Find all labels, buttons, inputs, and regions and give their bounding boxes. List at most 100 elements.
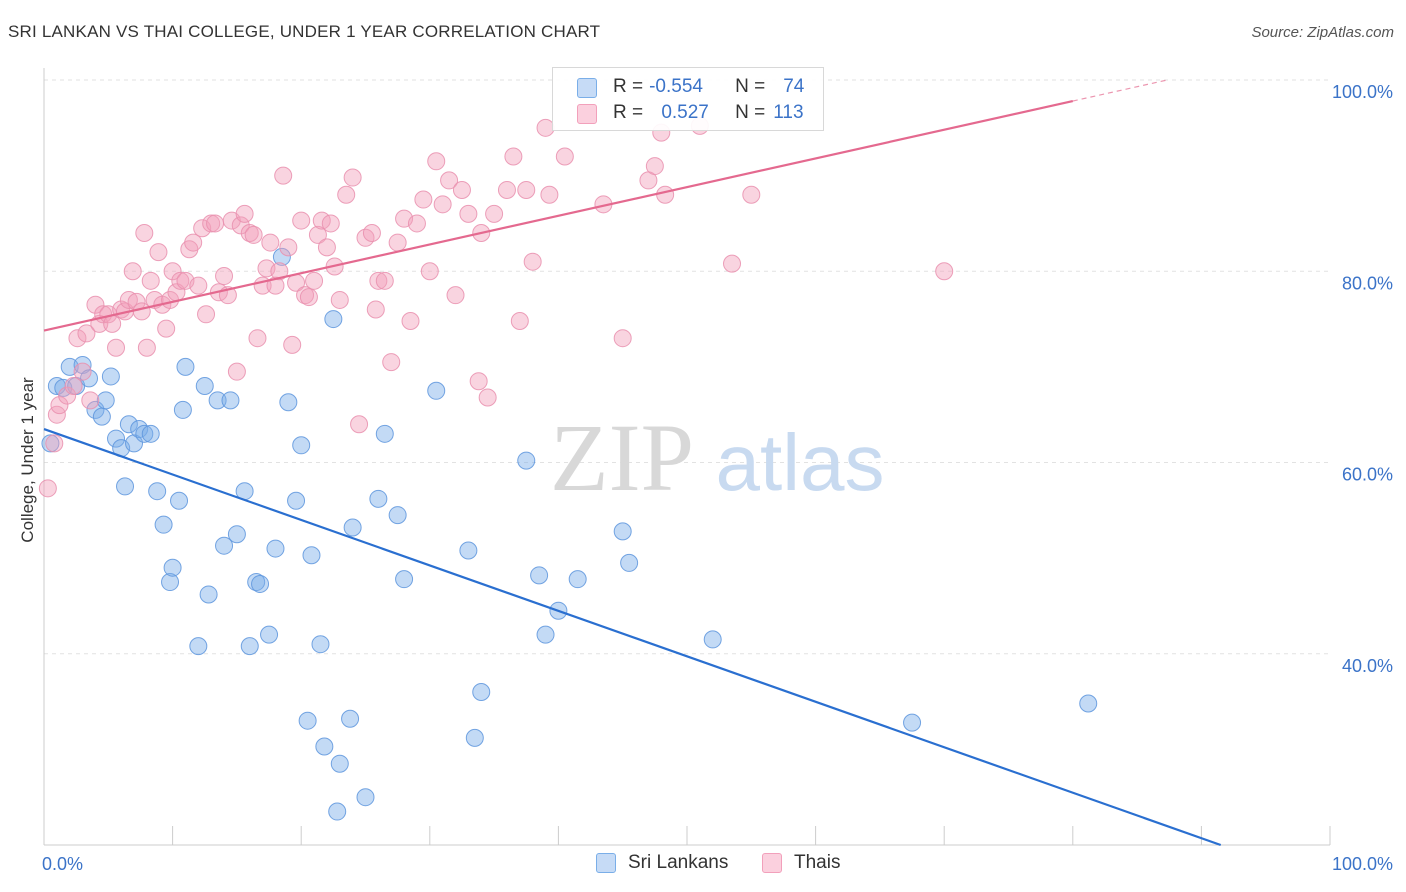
sri-lankans-point <box>517 451 536 470</box>
sri-lankans-point <box>148 482 167 501</box>
y-tick-label: 100.0% <box>1332 82 1393 102</box>
thais-point <box>504 147 523 166</box>
thais-point <box>248 329 267 348</box>
sri-lankans-point <box>141 424 160 443</box>
tick-labels: 40.0% 60.0% 80.0% 100.0% 0.0% 100.0% <box>42 82 1393 874</box>
thais-point <box>81 391 100 410</box>
thais-point <box>235 204 254 223</box>
sri-lankans-point <box>613 522 632 541</box>
thais-point <box>50 396 69 415</box>
sri-lankans-point <box>369 489 388 508</box>
thais-point <box>555 147 574 166</box>
sri-lankans-point <box>1079 694 1098 713</box>
thais-point <box>45 434 64 453</box>
sri-lankans-point <box>135 424 154 443</box>
sri-lankans-point <box>176 357 195 376</box>
thais-point <box>206 214 225 233</box>
thais-point <box>274 166 293 185</box>
thais-point <box>184 233 203 252</box>
x-tick-label: 100.0% <box>1332 854 1393 874</box>
thais-point <box>366 300 385 319</box>
thais-point <box>388 233 407 252</box>
x-tick-label: 0.0% <box>42 854 83 874</box>
thais-point <box>645 157 664 176</box>
sri-lankans-point <box>315 737 334 756</box>
thais-point <box>189 276 208 295</box>
thais-point <box>420 262 439 281</box>
thais-point <box>299 288 318 307</box>
thais-point <box>485 204 504 223</box>
sri-lankans-point <box>568 570 587 589</box>
thais-point <box>330 290 349 309</box>
sri-lankans-points <box>41 247 1098 821</box>
sri-lankans-point <box>302 546 321 565</box>
sri-lankans-point <box>427 381 446 400</box>
thais-point <box>171 271 190 290</box>
thais-point <box>350 415 369 434</box>
stats-legend: R = -0.554 N = 74 R = 0.527 N = 113 <box>552 67 824 131</box>
legend-item-thais: Thais <box>762 852 840 874</box>
thais-trend-extension <box>1072 79 1168 102</box>
legend-r-value: 0.527 <box>661 102 709 123</box>
thais-point <box>266 276 285 295</box>
sri-lankans-point <box>101 367 120 386</box>
thais-point <box>613 329 632 348</box>
axes <box>43 68 1331 846</box>
sri-lankans-point <box>227 525 246 544</box>
thais-trend-line <box>43 99 1074 332</box>
sri-lankans-point <box>208 391 227 410</box>
sri-lankans-point <box>170 491 189 510</box>
thais-point <box>163 262 182 281</box>
thais-point <box>540 185 559 204</box>
legend-swatch-thais <box>577 104 597 124</box>
sri-lankans-point <box>119 415 138 434</box>
legend-label-sri-lankans: Sri Lankans <box>628 852 729 873</box>
chart-source: Source: ZipAtlas.com <box>1251 24 1394 41</box>
sri-lankans-point <box>154 515 173 534</box>
legend-r-value: -0.554 <box>649 76 703 97</box>
watermark-zip: ZIP <box>550 404 694 511</box>
sri-lankans-point <box>530 566 549 585</box>
sri-lankans-point <box>96 391 115 410</box>
sri-lankans-point <box>388 506 407 525</box>
sri-lankans-point <box>292 436 311 455</box>
legend-r-label: R = <box>613 76 644 97</box>
y-tick-label: 60.0% <box>1342 465 1393 485</box>
thais-point <box>157 319 176 338</box>
sri-lankans-point <box>260 625 279 644</box>
thais-point <box>119 290 138 309</box>
thais-point <box>375 271 394 290</box>
trend-lines <box>43 79 1222 847</box>
thais-point <box>321 214 340 233</box>
sri-lankans-point <box>395 570 414 589</box>
sri-lankans-point <box>343 518 362 537</box>
thais-point <box>517 180 536 199</box>
thais-point <box>86 295 105 314</box>
thais-point <box>723 254 742 273</box>
thais-point <box>308 225 327 244</box>
sri-lankans-point <box>266 539 285 558</box>
thais-point <box>197 305 216 324</box>
sri-lankans-point <box>330 754 349 773</box>
thais-point <box>440 171 459 190</box>
thais-point <box>107 338 126 357</box>
legend-swatch-sri-lankans <box>596 853 616 873</box>
sri-lankans-point <box>341 709 360 728</box>
thais-point <box>935 262 954 281</box>
sri-lankans-point <box>251 574 270 593</box>
watermark-atlas: atlas <box>716 418 885 507</box>
thais-point <box>231 216 250 235</box>
thais-point <box>149 243 168 262</box>
sri-lankans-point <box>240 637 259 656</box>
sri-lankans-point <box>199 585 218 604</box>
y-tick-label: 40.0% <box>1342 656 1393 676</box>
thais-point <box>215 267 234 286</box>
legend-label-thais: Thais <box>794 852 841 873</box>
thais-point <box>270 262 289 281</box>
thais-point <box>656 185 675 204</box>
thais-point <box>446 286 465 305</box>
sri-lankans-point <box>92 407 111 426</box>
thais-point <box>337 185 356 204</box>
sri-lankans-point <box>80 369 99 388</box>
